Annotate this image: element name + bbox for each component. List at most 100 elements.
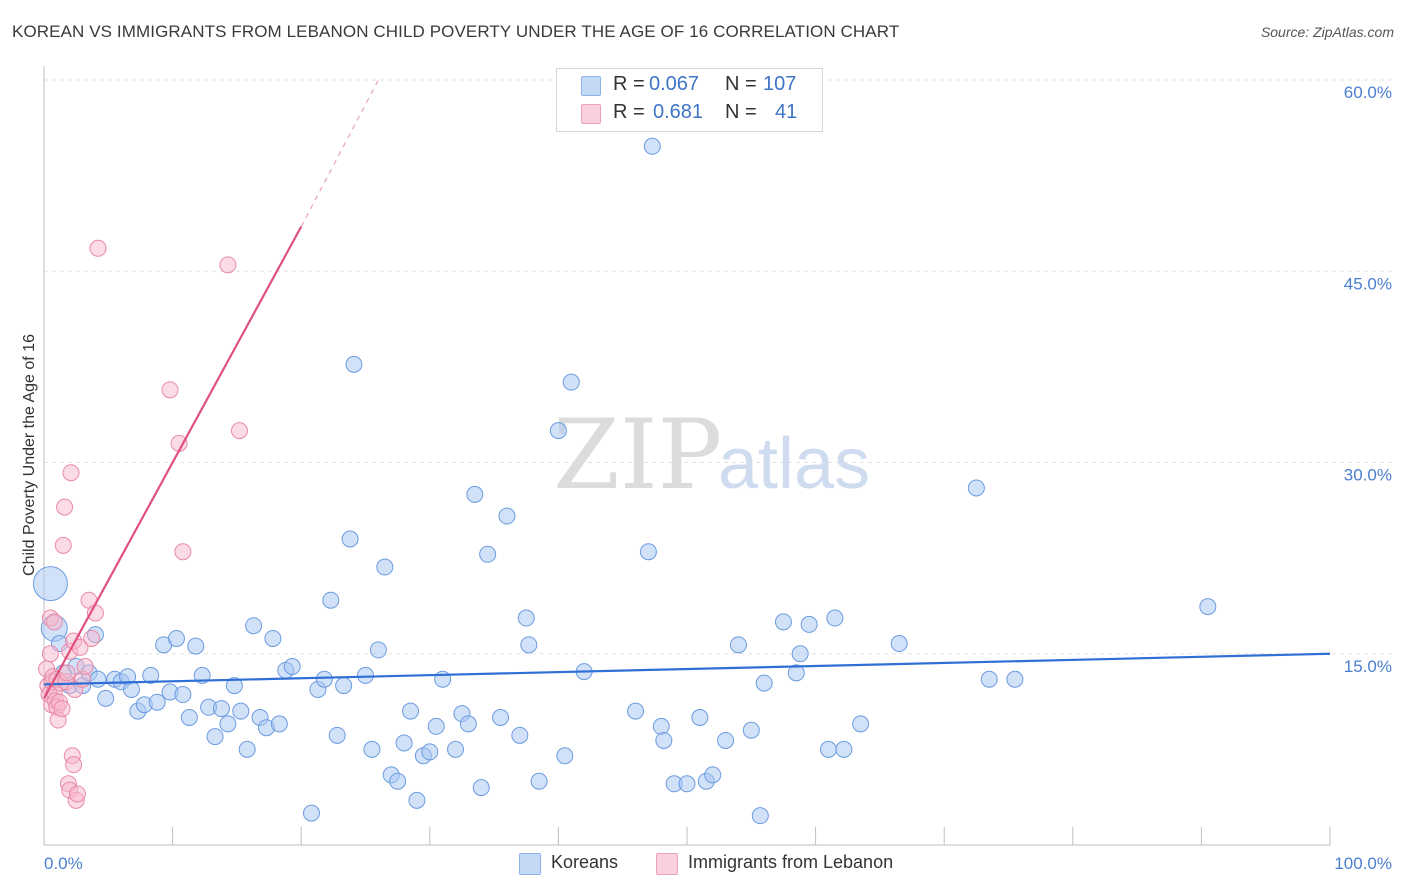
data-point-korean	[369, 641, 387, 659]
data-point-lebanon	[54, 536, 72, 554]
data-point-korean	[556, 747, 574, 765]
data-point-korean	[492, 709, 510, 726]
data-point-korean	[238, 740, 256, 758]
data-point-korean	[717, 731, 735, 749]
trend-line-lebanon	[43, 226, 303, 699]
data-point-korean	[212, 700, 230, 718]
bottom-legend-swatch-koreans	[519, 853, 541, 875]
data-point-korean	[97, 689, 115, 707]
data-point-korean	[627, 702, 645, 720]
bottom-legend-swatch-lebanon	[656, 853, 678, 875]
data-point-korean	[167, 629, 185, 647]
data-point-korean	[341, 530, 359, 548]
data-point-korean	[427, 717, 445, 735]
trend-line-koreans	[43, 652, 1331, 686]
x-tick-label: 0.0%	[44, 854, 83, 873]
data-point-korean	[447, 740, 465, 758]
data-point-korean	[787, 664, 805, 682]
series-lebanon	[38, 239, 248, 809]
chart-title: KOREAN VS IMMIGRANTS FROM LEBANON CHILD …	[12, 22, 900, 41]
data-point-korean	[549, 422, 567, 440]
data-point-korean	[890, 635, 908, 653]
data-point-korean	[639, 543, 657, 561]
data-point-korean	[245, 617, 263, 635]
data-point-korean	[774, 613, 792, 631]
bottom-legend-label-koreans: Koreans	[551, 852, 619, 872]
data-point-korean	[652, 717, 670, 735]
data-point-lebanon	[89, 239, 107, 257]
data-point-korean	[967, 479, 985, 497]
bottom-legend-label-lebanon: Immigrants from Lebanon	[688, 852, 894, 872]
data-point-lebanon	[53, 700, 71, 718]
y-tick-label: 15.0%	[1344, 657, 1392, 676]
data-point-korean	[466, 485, 484, 503]
data-point-korean	[335, 677, 353, 695]
data-point-lebanon	[45, 613, 63, 631]
legend-swatch-koreans	[581, 76, 601, 96]
data-point-lebanon	[41, 645, 59, 663]
data-point-korean	[1199, 598, 1217, 616]
y-tick-label: 60.0%	[1344, 83, 1392, 102]
data-point-lebanon	[68, 785, 86, 803]
data-point-korean	[302, 804, 320, 822]
trend-lines	[43, 79, 1331, 699]
stats-legend: R = 0.067 N = 107 R = 0.681 N = 41	[556, 68, 823, 132]
tick-labels: 15.0% 30.0% 45.0% 60.0% 0.0% 100.0%	[44, 83, 1392, 873]
data-point-korean	[520, 636, 538, 654]
data-point-korean	[357, 666, 374, 684]
data-point-korean	[472, 779, 490, 797]
trend-line-lebanon-extension	[300, 79, 379, 227]
legend-swatch-lebanon	[581, 104, 601, 124]
legend-r-value: 0.681	[653, 101, 704, 123]
data-point-korean	[408, 791, 426, 809]
data-point-korean	[517, 609, 535, 627]
legend-n-label: N =	[725, 73, 757, 95]
data-point-korean	[852, 715, 870, 733]
data-point-korean	[691, 709, 709, 726]
data-point-lebanon	[62, 464, 80, 482]
data-point-korean	[187, 637, 205, 655]
data-point-lebanon	[219, 256, 237, 274]
data-point-korean	[315, 670, 333, 688]
data-point-korean	[32, 566, 68, 602]
watermark-atlas: atlas	[718, 424, 870, 504]
data-point-korean	[232, 702, 250, 720]
data-point-korean	[1006, 670, 1024, 688]
data-point-korean	[264, 629, 282, 647]
data-point-korean	[980, 670, 998, 688]
legend-r-label: R =	[613, 73, 645, 95]
data-point-korean	[755, 674, 773, 692]
source-label: Source: ZipAtlas.com	[1260, 24, 1394, 40]
data-point-korean	[270, 715, 288, 733]
data-point-korean	[826, 609, 844, 627]
data-point-lebanon	[56, 498, 74, 516]
data-point-korean	[345, 355, 363, 373]
data-point-korean	[328, 726, 346, 744]
data-point-korean	[206, 728, 224, 746]
watermark-zip: ZIP	[553, 399, 722, 511]
data-point-korean	[389, 772, 407, 790]
data-point-lebanon	[65, 756, 83, 774]
data-point-korean	[511, 726, 529, 744]
data-point-korean	[729, 636, 747, 654]
data-point-korean	[363, 740, 381, 758]
legend-n-value: 107	[763, 73, 797, 95]
legend-row-lebanon: R = 0.681 N = 41	[557, 101, 822, 127]
data-point-korean	[562, 373, 580, 391]
legend-row-koreans: R = 0.067 N = 107	[557, 73, 822, 99]
data-point-korean	[174, 686, 192, 704]
data-point-korean	[421, 743, 439, 761]
data-point-korean	[89, 670, 107, 688]
data-point-lebanon	[174, 543, 192, 561]
data-point-korean	[180, 709, 198, 726]
data-point-lebanon	[83, 629, 101, 647]
series-koreans	[32, 137, 1217, 825]
data-point-korean	[148, 693, 166, 711]
data-point-korean	[791, 645, 809, 663]
data-point-korean	[395, 734, 413, 752]
x-tick-label: 100.0%	[1334, 854, 1392, 873]
data-point-korean	[402, 702, 420, 720]
data-point-korean	[655, 731, 673, 749]
data-point-korean	[704, 766, 722, 784]
